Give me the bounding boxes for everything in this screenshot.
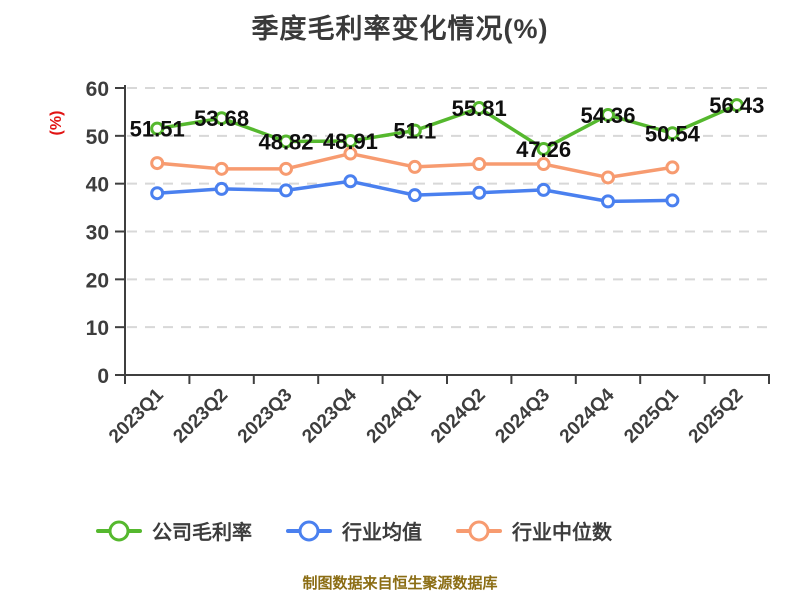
- legend-circle-marker-icon: [298, 520, 320, 541]
- data-source-note: 制图数据来自恒生聚源数据库: [302, 575, 498, 592]
- x-axis-tick-label: 2024Q4: [556, 384, 619, 447]
- industry-median-point: [665, 160, 680, 175]
- data-label: 56.43: [709, 93, 764, 118]
- industry-average-point: [665, 193, 680, 208]
- legend-line-marker-icon: [96, 520, 142, 541]
- industry-median-point: [601, 170, 615, 185]
- data-label: 47.26: [516, 137, 571, 162]
- y-axis-tick-label: 60: [86, 78, 109, 101]
- industry-median-point: [150, 156, 165, 171]
- data-label: 53.68: [194, 106, 249, 131]
- legend-item-company-gross-margin[interactable]: 公司毛利率: [96, 516, 252, 545]
- legend-label: 行业中位数: [512, 522, 612, 544]
- industry-average-point: [150, 186, 165, 201]
- legend-label: 行业均值: [342, 522, 422, 544]
- data-label: 54.36: [580, 103, 635, 128]
- x-axis-tick-label: 2025Q1: [620, 384, 683, 447]
- company-gross-margin-point: [150, 121, 165, 136]
- x-axis-tick-label: 2023Q3: [234, 385, 297, 448]
- y-axis-tick-label: 30: [86, 222, 109, 245]
- industry-average-point: [472, 185, 487, 200]
- company-gross-margin-point: [729, 98, 744, 113]
- y-axis-unit-label: (%): [48, 111, 65, 136]
- industry-median-point: [407, 159, 422, 174]
- y-axis-tick-label: 40: [86, 174, 109, 197]
- data-label: 48.91: [323, 129, 378, 154]
- industry-median-point: [214, 161, 229, 176]
- x-axis-tick-label: 2024Q1: [363, 384, 426, 447]
- x-axis-tick-label: 2024Q3: [491, 385, 554, 448]
- company-gross-margin-point: [536, 141, 551, 156]
- industry-median-point: [343, 146, 358, 161]
- data-label: 51.1: [393, 119, 436, 144]
- page-title: 季度毛利率变化情况(%): [251, 14, 549, 44]
- company-gross-margin-point: [214, 111, 229, 126]
- industry-average-point: [343, 174, 358, 189]
- industry-average-point: [407, 188, 422, 203]
- company-gross-margin-point: [407, 123, 422, 138]
- industry-average-point: [601, 194, 615, 209]
- legend-circle-marker-icon: [108, 520, 130, 541]
- legend-line-marker-icon: [456, 520, 502, 541]
- legend-item-industry-average[interactable]: 行业均值: [286, 516, 422, 545]
- x-axis-tick-label: 2023Q1: [105, 384, 168, 447]
- legend-label: 公司毛利率: [152, 522, 252, 544]
- data-label: 55.81: [452, 96, 507, 121]
- y-axis-tick-label: 0: [97, 365, 109, 388]
- data-label: 50.54: [645, 121, 701, 146]
- industry-average-point: [279, 183, 293, 198]
- x-axis-tick-label: 2023Q4: [298, 384, 361, 447]
- chart-legend: 公司毛利率 行业均值 行业中位数: [0, 516, 708, 545]
- legend-line-marker-icon: [286, 520, 332, 541]
- industry-median-point: [279, 161, 293, 176]
- company-gross-margin-point: [472, 101, 487, 116]
- data-label: 51.51: [130, 117, 185, 142]
- y-axis-tick-label: 50: [86, 126, 109, 149]
- x-axis-tick-label: 2024Q2: [427, 385, 490, 448]
- x-axis-tick-label: 2025Q2: [685, 385, 748, 448]
- x-axis-tick-label: 2023Q2: [169, 385, 232, 448]
- y-axis-tick-label: 10: [86, 317, 109, 340]
- company-gross-margin-point: [279, 134, 293, 149]
- legend-item-industry-median[interactable]: 行业中位数: [456, 516, 612, 545]
- company-gross-margin-line: [155, 103, 739, 151]
- industry-average-point: [536, 182, 551, 197]
- data-label: 48.82: [258, 129, 313, 154]
- company-gross-margin-point: [665, 126, 680, 141]
- company-gross-margin-point: [601, 107, 615, 122]
- industry-median-point: [536, 157, 551, 172]
- legend-circle-marker-icon: [468, 520, 490, 541]
- industry-median-point: [472, 157, 487, 172]
- industry-average-point: [214, 181, 229, 196]
- y-axis-tick-label: 20: [86, 269, 109, 292]
